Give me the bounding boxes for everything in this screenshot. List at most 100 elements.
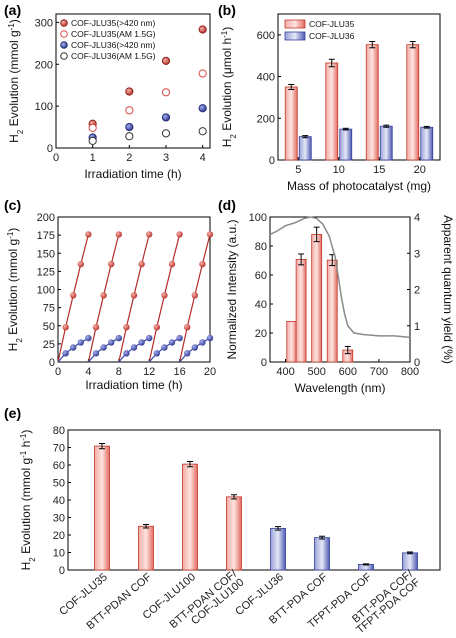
panel-c-point-0-1-3	[115, 231, 123, 238]
panel-a-xtick-4-label: 4	[200, 152, 206, 164]
panel-a-point-1-3	[198, 69, 207, 78]
panel-c-point-1-1-0	[92, 350, 100, 357]
panel-a-point-3-0	[88, 136, 97, 145]
panel-b-bar-0-1	[325, 62, 339, 161]
panel-c-point-0-0-1	[70, 292, 77, 299]
panel-c-ytick-150-label: 150	[37, 248, 55, 260]
panel-a-ylabel: H2 Evolution (mmol g-1)	[7, 19, 25, 143]
panel-d-xtick-800-label: 800	[401, 366, 419, 378]
panel-b-xlabel: Mass of photocatalyst (mg)	[287, 179, 431, 193]
panel-c-point-0-4-2	[199, 260, 206, 268]
panel-d-xtick-700-label: 700	[370, 366, 388, 378]
panel-a-point-1-0	[88, 123, 97, 133]
panel-d-label: (d)	[218, 197, 236, 213]
panel-e-bar-0	[94, 445, 110, 571]
panel-d-ytick-40-label: 40	[255, 299, 267, 311]
panel-e-bar-1	[138, 525, 154, 571]
panel-d-xtick-400-label: 400	[276, 366, 294, 378]
panel-d-ytick-right-4-label: 4	[414, 212, 420, 224]
panel-c-ytick-100-label: 100	[37, 285, 55, 297]
panel-c-point-0-0-2	[77, 260, 85, 268]
panel-a-xlabel: Irradiation time (h)	[84, 167, 181, 181]
panel-a-ytick-100-label: 100	[35, 101, 53, 113]
panel-a-point-0-1	[125, 87, 134, 96]
panel-b-xtick-0-label: 5	[295, 164, 301, 176]
panel-c-point-1-4-3	[206, 334, 214, 342]
panel-a-point-3-2	[161, 129, 171, 138]
panel-a-frame	[55, 13, 211, 149]
panel-b-ytick-600-label: 600	[257, 30, 275, 42]
panel-c-point-1-4-1	[191, 344, 198, 351]
panel-c-ytick-125-label: 125	[37, 266, 55, 278]
panel-d-ytick-right-0-label: 0	[414, 357, 420, 369]
panel-c-point-1-0-3	[85, 334, 92, 342]
panel-c-point-1-2-3	[146, 334, 153, 342]
panel-c-point-1-1-1	[100, 344, 107, 351]
panel-c-point-0-4-0	[184, 324, 191, 331]
panel-a-ytick-0-label: 0	[47, 143, 53, 155]
panel-c-point-1-2-1	[130, 344, 138, 351]
panel-a-point-0-2	[161, 56, 171, 66]
panel-d-ylabel: Normalized Intensity (a.u.)	[225, 219, 239, 359]
panel-d-ytick-20-label: 20	[255, 328, 267, 340]
panel-a-point-3-3	[198, 127, 207, 136]
panel-b-bar-1-2	[379, 125, 393, 161]
panel-c-ytick-200-label: 200	[37, 212, 55, 224]
panel-c-xlabel: Irradiation time (h)	[85, 378, 182, 392]
panel-a-point-0-3	[198, 25, 207, 34]
panel-c-point-1-4-0	[184, 350, 191, 357]
panel-b-legend-text-1: COF-JLU36	[309, 31, 355, 41]
panel-d-xtick-600-label: 600	[339, 366, 357, 378]
panel-c-point-1-0-2	[77, 339, 85, 346]
panel-a-point-2-2	[161, 113, 171, 122]
panel-d-ylabel-right: Apparent quantum yield (%)	[441, 215, 455, 364]
panel-c-point-1-1-3	[115, 334, 123, 342]
panel-a-legend-marker-0	[60, 19, 68, 27]
panel-a-legend-marker-3	[60, 52, 68, 60]
panel-d-xlabel: Wavelength (nm)	[295, 381, 386, 395]
panel-c-point-1-3-2	[168, 339, 176, 346]
panel-c-point-0-4-3	[206, 231, 214, 238]
panel-c-ytick-0-label: 0	[49, 357, 55, 369]
panel-c-xtick-16-label: 16	[173, 366, 185, 378]
panel-c-point-0-1-0	[92, 324, 100, 331]
panel-c-xtick-8-label: 8	[116, 366, 122, 378]
panel-d-ytick-0-label: 0	[261, 357, 267, 369]
panel-c-point-0-3-0	[153, 324, 160, 331]
panel-c-point-1-0-1	[70, 344, 77, 351]
panel-a-legend-text-1: COF-JLU35(AM 1.5G)	[71, 29, 156, 39]
panel-d-ytick-100-label: 100	[249, 212, 267, 224]
panel-d-bar-3	[326, 259, 338, 363]
panel-b-xtick-3-label: 20	[414, 164, 426, 176]
panel-d-bar-2	[311, 233, 323, 363]
panel-c-point-0-3-1	[161, 292, 168, 299]
panel-b-bar-1-0	[298, 136, 312, 161]
panel-c-ytick-75-label: 75	[43, 303, 55, 315]
panel-e-bar-7	[402, 552, 418, 571]
panel-b-bar-1-1	[339, 128, 353, 161]
panel-b-ylabel: H2 Evolution (μmol h-1)	[220, 27, 238, 148]
panel-c-label: (c)	[4, 197, 21, 213]
panel-c-point-1-2-2	[138, 339, 145, 346]
panel-c-point-0-2-2	[138, 260, 145, 268]
panel-e-bar-4	[270, 527, 286, 571]
panel-a-xtick-2-label: 2	[126, 152, 132, 164]
panel-c-point-1-1-2	[108, 339, 115, 346]
panel-b-ytick-200-label: 200	[257, 113, 275, 125]
panel-b-ytick-400-label: 400	[257, 72, 275, 84]
panel-a-legend-text-2: COF-JLU36(>420 nm)	[71, 40, 155, 50]
panel-b-bar-0-0	[284, 86, 298, 161]
panel-a-point-1-2	[161, 88, 171, 97]
panel-e-bar-5	[314, 537, 330, 571]
panel-e-bar-3	[226, 496, 242, 571]
panel-a-xtick-0-label: 0	[53, 152, 59, 164]
panel-c-point-1-3-3	[176, 334, 183, 342]
panel-c-ylabel: H2 Evolution (mmol g-1)	[6, 228, 24, 352]
panel-c-point-0-2-0	[123, 324, 130, 331]
panel-e-ylabel: H2 Evolution (mmol g-1 h-1)	[19, 430, 37, 571]
panel-b-bar-0-3	[406, 44, 420, 161]
panel-a-xtick-3-label: 3	[163, 152, 169, 164]
panel-b-bar-1-3	[420, 126, 434, 161]
panel-b-label: (b)	[218, 2, 236, 18]
